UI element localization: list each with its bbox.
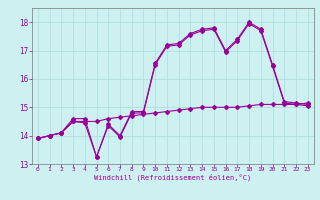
X-axis label: Windchill (Refroidissement éolien,°C): Windchill (Refroidissement éolien,°C)	[94, 174, 252, 181]
